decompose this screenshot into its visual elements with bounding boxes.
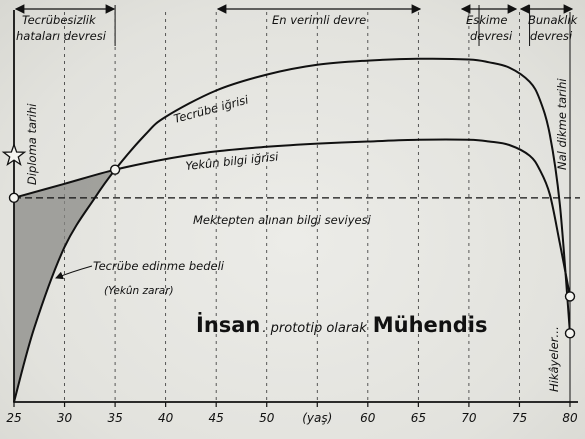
point-marker bbox=[564, 291, 576, 302]
point-marker bbox=[109, 164, 121, 175]
period-label-3a: Eskime bbox=[466, 13, 507, 27]
period-label-4a: Bunaklık bbox=[528, 13, 579, 27]
shade-label-1: Tecrübe edinme bedeli bbox=[93, 259, 225, 273]
period-label-4b: devresi bbox=[530, 29, 573, 43]
x-tick-label: 25 bbox=[6, 411, 21, 425]
nal-dikme-label: Nal dikme tarihi bbox=[555, 78, 569, 170]
series-line-1 bbox=[13, 57, 571, 403]
point-marker bbox=[564, 328, 576, 339]
x-tick-label: 40 bbox=[158, 411, 174, 425]
x-tick-label: 65 bbox=[411, 411, 426, 425]
period-label-1b: hataları devresi bbox=[16, 29, 107, 43]
markers-group bbox=[1, 142, 576, 339]
series-group bbox=[13, 57, 571, 403]
hikayeler-label: Hikâyeler… bbox=[547, 326, 561, 392]
shade-pointer bbox=[55, 265, 93, 280]
x-tick-label: 75 bbox=[512, 411, 527, 425]
caption-muhendis: Mühendis bbox=[373, 313, 488, 337]
star-marker bbox=[1, 142, 27, 167]
reference-line-label: Mektepten alınan bilgi seviyesi bbox=[193, 213, 372, 227]
x-tick-label: 45 bbox=[209, 411, 224, 425]
period-label-2: En verimli devre bbox=[272, 13, 366, 27]
x-tick-label: 35 bbox=[107, 411, 122, 425]
shaded-region bbox=[14, 169, 116, 402]
series-label-tecrube: Tecrübe iğrisi bbox=[172, 92, 250, 126]
grid bbox=[64, 12, 520, 402]
axes bbox=[13, 5, 580, 403]
x-tick-label: 60 bbox=[360, 411, 376, 425]
caption: İnsan. prototip olarak Mühendis bbox=[196, 312, 487, 337]
series-line-2 bbox=[13, 138, 571, 298]
x-tick-label: 80 bbox=[562, 411, 578, 425]
point-marker bbox=[8, 192, 20, 204]
shade-label-2: (Yekûn zarar) bbox=[104, 285, 174, 297]
x-tick-label: 50 bbox=[259, 411, 275, 425]
diploma-label: Diploma tarihi bbox=[25, 103, 39, 185]
x-tick-label: 30 bbox=[57, 411, 73, 425]
period-label-3b: devresi bbox=[470, 29, 513, 43]
caption-insan: İnsan bbox=[196, 312, 260, 337]
x-tick-label: (yaş) bbox=[302, 411, 332, 425]
period-label-1a: Tecrübesizlik bbox=[22, 13, 97, 27]
caption-prototip: . prototip olarak bbox=[262, 321, 367, 336]
shaded-area bbox=[14, 169, 116, 402]
x-tick-label: 70 bbox=[461, 411, 477, 425]
x-tick-labels: 25 30 35 40 45 50 (yaş) 60 65 70 75 80 bbox=[6, 402, 578, 425]
